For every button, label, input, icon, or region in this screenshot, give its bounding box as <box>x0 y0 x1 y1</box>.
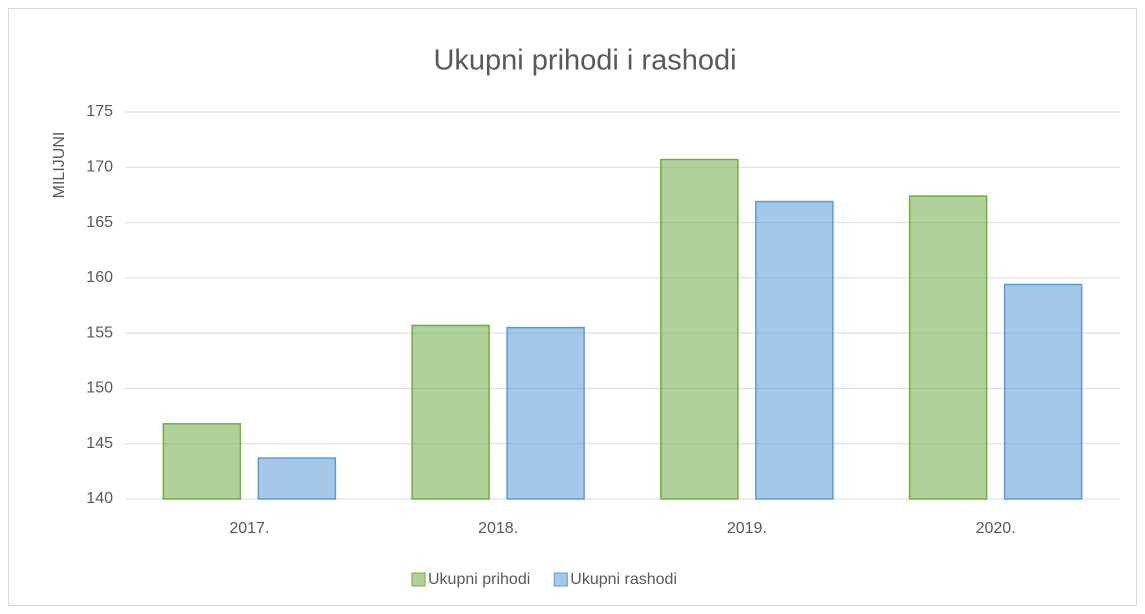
y-tick-label: 175 <box>86 103 113 120</box>
bar <box>908 195 988 500</box>
y-tick-label: 160 <box>86 269 113 286</box>
x-tick-label: 2020. <box>976 520 1016 537</box>
y-tick-label: 140 <box>86 490 113 507</box>
x-tick-label: 2018. <box>478 520 518 537</box>
bar <box>411 324 490 500</box>
legend-label: Ukupni rashodi <box>570 571 677 588</box>
chart-title: Ukupni prihodi i rashodi <box>433 45 736 77</box>
x-tick-label: 2017. <box>229 520 269 537</box>
bar <box>506 326 585 500</box>
bar <box>1003 283 1083 500</box>
x-tick-label: 2019. <box>727 520 767 537</box>
y-tick-label: 170 <box>86 159 113 176</box>
y-tick-label: 150 <box>86 380 113 397</box>
y-tick-label: 145 <box>86 435 113 452</box>
legend-label: Ukupni prihodi <box>428 571 530 588</box>
legend-swatch <box>553 572 568 587</box>
y-tick-label: 165 <box>86 214 113 231</box>
bar <box>755 200 834 500</box>
bar <box>162 423 242 500</box>
bar <box>660 158 739 500</box>
legend-swatch <box>411 572 426 587</box>
y-axis-label: MILIJUNI <box>51 132 68 199</box>
bar <box>257 457 337 500</box>
y-tick-label: 155 <box>86 324 113 341</box>
